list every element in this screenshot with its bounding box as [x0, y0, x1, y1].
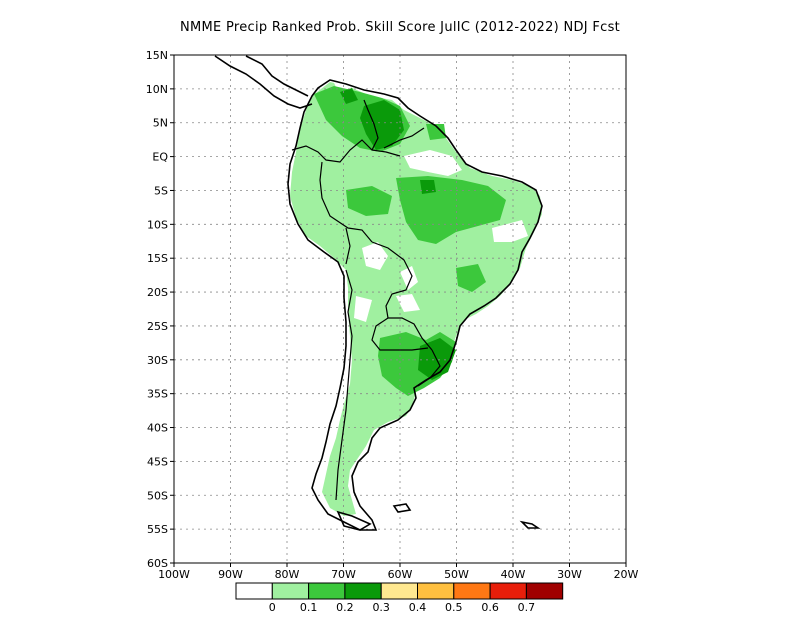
central-america-coast — [214, 55, 313, 109]
colorbar-label: 0.2 — [336, 601, 354, 614]
lat-tick-label: 10S — [147, 218, 168, 231]
colorbar-swatch — [235, 582, 273, 600]
colorbar-swatch — [344, 582, 382, 600]
colorbar-swatch — [308, 582, 346, 600]
lon-tick-label: 100W — [158, 568, 190, 581]
lon-tick-label: 90W — [218, 568, 243, 581]
skill-area-high — [340, 88, 358, 104]
lat-tick-label: 35S — [147, 388, 168, 401]
colorbar-label: 0.6 — [481, 601, 499, 614]
skill-area-high — [420, 180, 436, 194]
lat-tick-label: 30S — [147, 354, 168, 367]
lat-tick-label: 15S — [147, 252, 168, 265]
colorbar-swatch — [489, 582, 527, 600]
lat-tick-label: EQ — [152, 151, 168, 164]
colorbar-swatch — [271, 582, 310, 600]
lon-tick-label: 50W — [444, 568, 469, 581]
lat-tick-label: 15N — [146, 49, 168, 62]
lat-tick-label: 60S — [147, 557, 168, 570]
lat-tick-label: 25S — [147, 320, 168, 333]
lon-tick-label: 70W — [331, 568, 356, 581]
map-gridlines — [174, 55, 626, 563]
skill-shading — [290, 76, 542, 516]
skill-area-high — [360, 100, 404, 150]
country-borders — [291, 99, 441, 501]
lat-tick-label: 5N — [153, 117, 168, 130]
lon-tick-label: 60W — [388, 568, 413, 581]
map-title: NMME Precip Ranked Prob. Skill Score Jul… — [179, 20, 621, 35]
lat-tick-label: 50S — [147, 489, 168, 502]
colorbar-swatch — [417, 582, 455, 600]
colorbar-label: 0.4 — [409, 601, 427, 614]
lat-tick-label: 45S — [147, 455, 168, 468]
lat-tick-label: 5S — [154, 184, 168, 197]
skill-gap — [400, 266, 418, 290]
skill-area-mid — [456, 264, 486, 292]
colorbar: 0 0.1 0.2 0.3 0.4 0.5 0.6 0.7 — [235, 582, 564, 614]
colorbar-label: 0.1 — [300, 601, 318, 614]
south-america-coast — [287, 79, 543, 531]
colorbar-label: 0.3 — [372, 601, 390, 614]
skill-area-mid — [426, 124, 446, 140]
colorbar-swatch — [380, 582, 419, 600]
colorbar-label: 0.7 — [518, 601, 536, 614]
tierra-del-fuego — [336, 510, 372, 531]
lon-tick-label: 80W — [275, 568, 300, 581]
skill-gap — [362, 242, 388, 270]
axis-tick-labels: 15N 10N 5N EQ 5S 10S 15S 20S 25S 30S 35S 40S 45S 50S 5… — [146, 49, 639, 581]
lat-tick-label: 40S — [147, 422, 168, 435]
colorbar-label: 0 — [269, 601, 276, 614]
skill-area-mid — [346, 186, 392, 216]
falkland-islands — [392, 503, 412, 513]
skill-gap — [492, 220, 528, 242]
lat-tick-label: 55S — [147, 523, 168, 536]
lon-tick-label: 20W — [614, 568, 639, 581]
south-georgia — [519, 520, 541, 529]
lon-tick-label: 40W — [501, 568, 526, 581]
central-america-coast — [245, 55, 309, 97]
skill-gap — [354, 296, 372, 322]
lat-tick-label: 10N — [146, 83, 168, 96]
skill-gap — [396, 294, 420, 312]
colorbar-swatch — [453, 582, 491, 600]
skill-gap — [404, 150, 462, 176]
colorbar-label: 0.5 — [445, 601, 463, 614]
lon-tick-label: 30W — [557, 568, 582, 581]
coastline — [214, 55, 543, 531]
colorbar-swatch — [525, 582, 564, 600]
lat-tick-label: 20S — [147, 286, 168, 299]
